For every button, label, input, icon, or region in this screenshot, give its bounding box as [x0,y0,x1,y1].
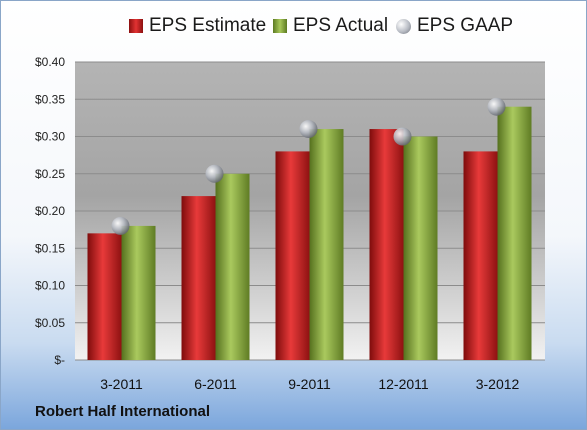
bar-eps-estimate [369,129,404,360]
marker-eps-gaap [111,216,130,235]
marker-eps-gaap [487,97,506,116]
y-tick-label: $0.30 [35,130,65,144]
bar-eps-estimate [463,151,498,360]
legend-label-eps-actual: EPS Actual [293,15,389,36]
x-tick-label: 9-2011 [288,376,331,392]
marker-eps-gaap [393,127,412,146]
x-tick-label: 3-2012 [476,376,520,392]
chart-plot: $- $0.05 $0.10 $0.15 $0.20 $0.25 $0.30 $0.35 $0.… [35,55,545,392]
bar-eps-estimate [87,233,122,360]
y-tick-label: $0.40 [35,55,65,69]
x-tick-label: 6-2011 [194,376,237,392]
legend-swatch-eps-actual [273,19,287,33]
y-tick-label: $0.20 [35,204,65,218]
y-tick-label: $0.25 [35,167,65,181]
y-tick-label: $0.05 [35,316,65,330]
bar-eps-estimate [181,196,216,360]
legend-swatch-eps-estimate [129,19,143,33]
legend-item-eps-estimate: EPS Estimate [129,15,266,37]
y-tick-label: $0.10 [35,279,65,293]
bar-eps-actual [121,225,156,360]
legend-item-eps-actual: EPS Actual [273,15,388,37]
chart-legend: EPS Estimate EPS Actual EPS GAAP [1,15,586,45]
y-tick-label: $0.35 [35,92,65,106]
x-tick-label: 3-2011 [100,376,143,392]
y-tick-label: $- [54,353,65,367]
bar-eps-estimate [275,151,310,360]
bar-eps-actual [215,173,250,360]
bar-eps-actual [309,129,344,360]
marker-eps-gaap [205,164,224,183]
y-tick-label: $0.15 [35,241,65,255]
x-tick-label: 12-2011 [378,376,429,392]
legend-label-eps-estimate: EPS Estimate [149,15,267,36]
bar-eps-actual [497,106,532,360]
company-name: Robert Half International [35,403,211,420]
legend-label-eps-gaap: EPS GAAP [417,15,514,36]
marker-eps-gaap [299,120,318,139]
legend-item-eps-gaap: EPS GAAP [396,15,513,37]
legend-swatch-eps-gaap [396,18,411,34]
bar-eps-actual [403,136,438,360]
